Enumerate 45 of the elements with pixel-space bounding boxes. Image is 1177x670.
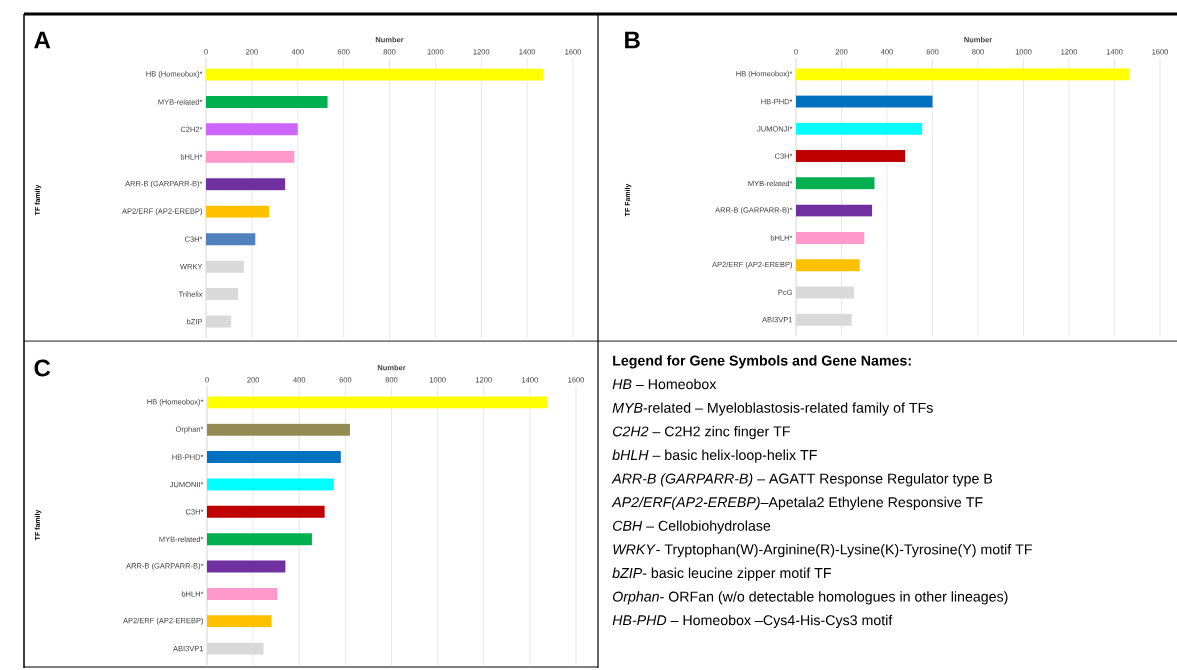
bar [796, 313, 852, 326]
bar [796, 204, 873, 217]
text: ARR-B (GARPARR-B) – AGATT Response Regulator type B [611, 473, 993, 487]
bar [206, 95, 328, 108]
bar [206, 150, 295, 163]
text: bHLH – basic helix-loop-helix TF [612, 449, 817, 463]
text: Orphan- ORFan (w/o detectable homologues in other lineages) [612, 591, 1008, 605]
chart-title: B [625, 31, 640, 49]
bar [207, 396, 548, 409]
bar [206, 178, 286, 191]
text: bZIP- basic leucine zipper motif TF [612, 567, 831, 581]
bar [796, 259, 860, 272]
text: CBH – Cellobiohydrolase [612, 520, 771, 534]
text: C2H2 – C2H2 zinc finger TF [612, 426, 790, 440]
bar [207, 560, 286, 573]
bar [207, 423, 350, 436]
bar [207, 587, 278, 600]
bar [796, 231, 865, 244]
text: Legend for Gene Symbols and Gene Names: [613, 355, 911, 369]
bar [796, 177, 875, 190]
bar [206, 288, 239, 301]
bar [206, 260, 244, 273]
text: HB-PHD – Homeobox –Cys4-His-Cys3 motif [612, 614, 893, 629]
bar [206, 233, 256, 246]
text: AP2/ERF(AP2-EREBP)–Apetala2 Ethylene Responsive TF [611, 496, 983, 511]
bar [207, 642, 264, 655]
text: MYB-related – Myeloblastosis-related family of TFs [612, 402, 933, 416]
bar [206, 123, 298, 136]
bar [796, 95, 933, 108]
bar [206, 68, 544, 81]
bar [207, 615, 272, 628]
bar [207, 505, 325, 518]
text: HB – Homeobox [612, 378, 717, 390]
chart-title: A [34, 31, 51, 49]
bar [796, 150, 906, 163]
bar [796, 122, 923, 135]
bar [206, 315, 232, 328]
bar [207, 451, 341, 464]
chart-title: C [34, 359, 51, 377]
bar [207, 478, 334, 491]
bar [206, 205, 270, 218]
bar [796, 286, 855, 299]
bar [207, 533, 312, 546]
text: WRKY- Tryptophan(W)-Arginine(R)-Lysine(K)-Tyrosine(Y) motif TF [613, 544, 1032, 558]
bar [796, 68, 1130, 81]
